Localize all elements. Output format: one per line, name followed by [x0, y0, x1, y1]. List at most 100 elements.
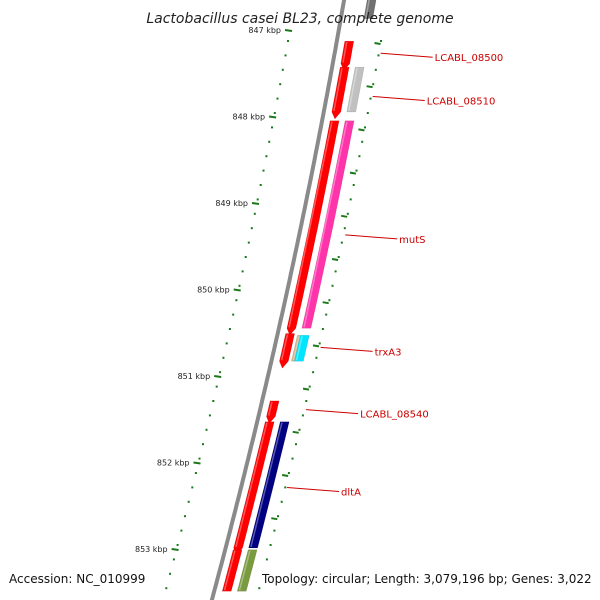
- minor-tick-dot: [250, 227, 253, 230]
- minor-tick-dot: [328, 299, 331, 302]
- kbp-tick-label: 853 kbp: [135, 545, 168, 554]
- minor-tick-dot: [273, 112, 276, 114]
- gene-label[interactable]: LCABL_08500: [435, 53, 504, 64]
- minor-tick-dot: [295, 443, 297, 446]
- outer-tick-mark: [349, 171, 357, 175]
- kbp-tick-mark: [214, 375, 222, 378]
- feature-cds-08540[interactable]: [266, 400, 280, 424]
- feature-gene-trxA3-b[interactable]: [294, 334, 310, 362]
- minor-tick-dot: [284, 54, 287, 57]
- minor-tick-dot: [232, 313, 235, 316]
- minor-tick-dot: [325, 313, 328, 316]
- minor-tick-dot: [337, 256, 340, 258]
- minor-tick-dot: [238, 284, 241, 287]
- feature-gene-dltA[interactable]: [248, 421, 290, 549]
- minor-tick-dot: [284, 486, 287, 489]
- minor-tick-dot: [256, 198, 259, 201]
- minor-tick-dot: [215, 385, 218, 388]
- minor-tick-dot: [369, 97, 372, 100]
- minor-tick-dots: [165, 40, 382, 590]
- feature-highlight: [235, 422, 268, 548]
- outer-tick-mark: [322, 301, 329, 305]
- minor-tick-dot: [380, 40, 382, 42]
- minor-tick-dot: [377, 54, 380, 57]
- feature-cds-trxA3[interactable]: [279, 333, 296, 369]
- kbp-tick-mark: [193, 461, 201, 465]
- minor-tick-dot: [172, 558, 175, 561]
- kbp-tick-mark: [251, 202, 260, 205]
- minor-tick-dot: [258, 587, 261, 590]
- minor-tick-dot: [374, 68, 377, 71]
- minor-tick-dot: [346, 212, 349, 215]
- minor-tick-dot: [340, 241, 343, 244]
- kbp-tick-mark: [171, 548, 179, 551]
- minor-tick-dot: [198, 457, 201, 460]
- outer-tick-mark: [292, 430, 299, 434]
- feature-highlight: [295, 336, 303, 361]
- minor-tick-dot: [321, 328, 324, 330]
- outer-tick-mark: [271, 517, 278, 521]
- minor-tick-dot: [277, 515, 279, 518]
- gene-label-leader: [345, 234, 398, 240]
- minor-tick-dot: [165, 587, 168, 590]
- gene-label-leader: [287, 486, 340, 492]
- minor-tick-dot: [366, 112, 369, 114]
- minor-tick-dot: [259, 184, 262, 186]
- minor-tick-dot: [253, 212, 256, 215]
- kbp-tick-label: 851 kbp: [178, 372, 211, 381]
- minor-tick-dot: [222, 356, 225, 359]
- outer-tick-mark: [340, 214, 348, 218]
- minor-tick-dot: [265, 155, 268, 158]
- feature-highlight: [342, 41, 348, 63]
- genome-backbone: [209, 0, 347, 600]
- kbp-tick-label: 852 kbp: [157, 459, 190, 468]
- minor-tick-dot: [244, 256, 247, 258]
- feature-gene-mutS[interactable]: [301, 120, 355, 329]
- minor-tick-dot: [205, 428, 208, 431]
- kbp-tick-label: 850 kbp: [197, 286, 230, 295]
- gene-label[interactable]: dltA: [341, 487, 361, 498]
- outer-tick-mark: [281, 474, 289, 477]
- minor-tick-dot: [287, 472, 290, 474]
- kbp-tick-layer: 847 kbp 848 kbp 849 kbp 850 kbp 851 kbp 852 k…: [135, 26, 293, 554]
- gene-label[interactable]: LCABL_08510: [427, 96, 496, 107]
- feature-cds-b[interactable]: [331, 66, 350, 120]
- gene-label[interactable]: mutS: [399, 235, 425, 246]
- minor-tick-dot: [176, 544, 179, 546]
- minor-tick-dot: [364, 126, 366, 129]
- minor-tick-dot: [301, 414, 304, 417]
- minor-tick-dot: [343, 227, 346, 230]
- kbp-tick-mark: [268, 115, 277, 119]
- minor-tick-dot: [191, 486, 194, 489]
- feature-gene-bottom[interactable]: [236, 549, 258, 592]
- feature-highlight: [223, 550, 236, 591]
- minor-tick-dot: [225, 342, 228, 345]
- feature-highlight: [280, 334, 289, 361]
- minor-tick-dot: [208, 414, 211, 417]
- feature-f-top-gray[interactable]: [363, 0, 377, 19]
- gene-label-leader: [372, 95, 425, 101]
- minor-tick-dot: [247, 241, 250, 244]
- feature-cds-bottom[interactable]: [221, 549, 243, 592]
- gene-label[interactable]: trxA3: [375, 347, 402, 358]
- minor-tick-dot: [279, 83, 282, 86]
- feature-gene-08510[interactable]: [346, 66, 365, 113]
- minor-tick-dot: [228, 328, 231, 330]
- minor-tick-dot: [184, 515, 186, 518]
- feature-highlight: [333, 67, 343, 112]
- gene-label[interactable]: LCABL_08540: [360, 410, 429, 421]
- minor-tick-dot: [268, 140, 271, 143]
- backbone-line: [209, 0, 347, 600]
- feature-highlight: [267, 401, 273, 416]
- gene-label-layer: LCABL_08500 LCABL_08510 mutS trxA3 LCABL_085…: [287, 52, 504, 498]
- minor-tick-dot: [349, 198, 352, 201]
- minor-tick-dot: [180, 529, 183, 532]
- kbp-tick-label: 847 kbp: [248, 26, 281, 35]
- minor-tick-dot: [315, 356, 318, 359]
- feature-cds-a[interactable]: [340, 40, 355, 72]
- feature-highlight: [250, 422, 283, 548]
- feature-cds-mutS[interactable]: [286, 120, 340, 336]
- minor-tick-dot: [276, 97, 279, 100]
